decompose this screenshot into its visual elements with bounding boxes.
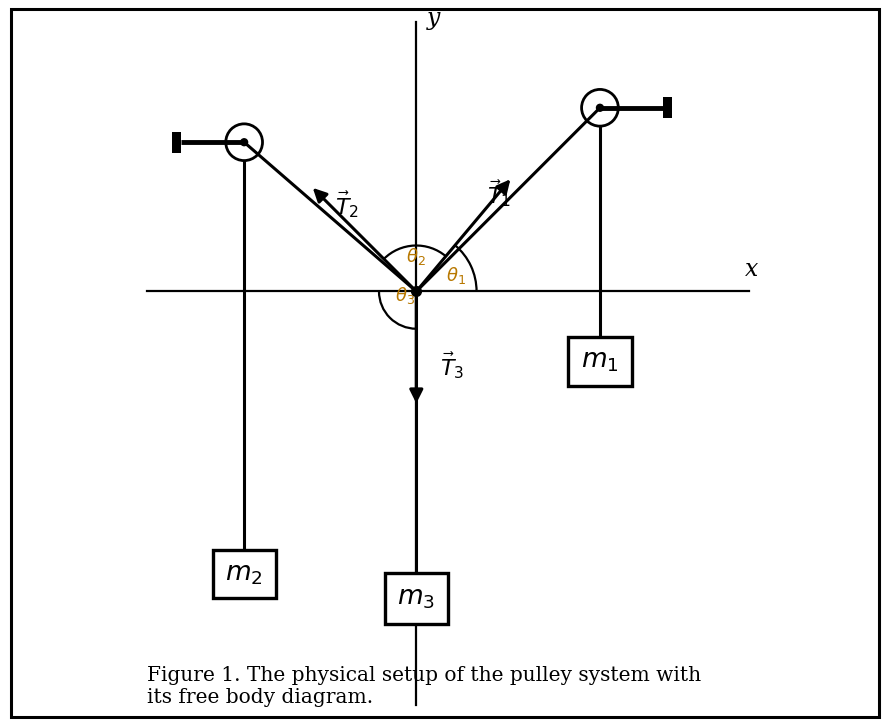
FancyBboxPatch shape [569,338,632,386]
Text: $m_1$: $m_1$ [581,349,619,374]
Text: $\theta_2$: $\theta_2$ [406,245,426,266]
Circle shape [596,105,603,111]
Text: $\vec{T}_1$: $\vec{T}_1$ [487,178,511,208]
FancyBboxPatch shape [384,573,448,624]
Text: $m_3$: $m_3$ [397,586,435,611]
Text: $\vec{T}_3$: $\vec{T}_3$ [441,351,465,381]
Text: $\vec{T}_2$: $\vec{T}_2$ [336,189,360,219]
Text: Figure 1. The physical setup of the pulley system with
its free body diagram.: Figure 1. The physical setup of the pull… [147,666,700,707]
FancyBboxPatch shape [663,97,672,118]
Text: $m_2$: $m_2$ [225,561,263,587]
FancyBboxPatch shape [173,132,181,152]
Text: x: x [745,258,758,281]
Text: y: y [426,7,440,30]
FancyBboxPatch shape [213,550,276,598]
Text: $\theta_1$: $\theta_1$ [446,265,465,286]
Circle shape [241,139,247,145]
Text: $\theta_3$: $\theta_3$ [395,285,416,306]
